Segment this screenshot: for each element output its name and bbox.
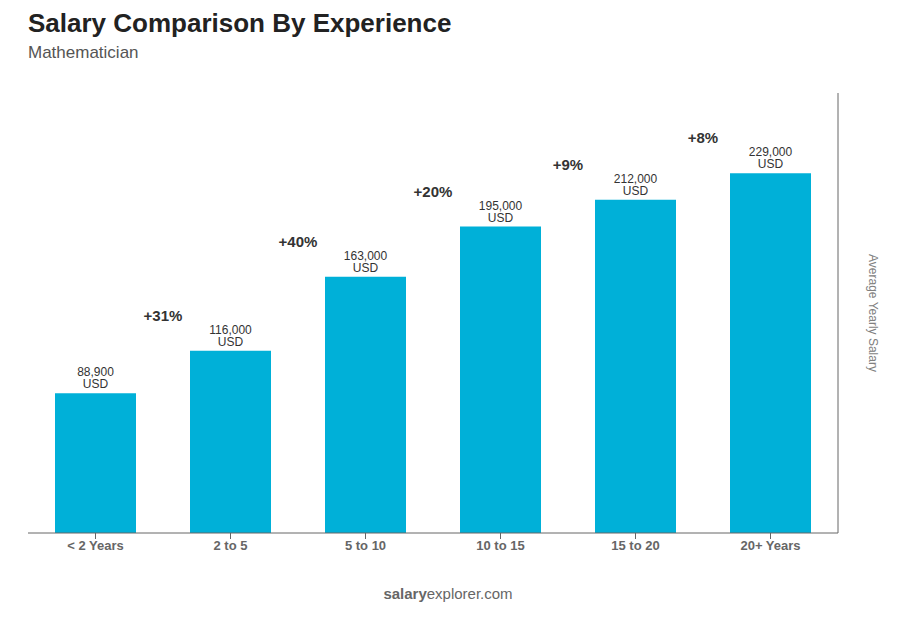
svg-text:< 2 Years: < 2 Years [67,538,124,553]
svg-text:88,900USD: 88,900USD [77,365,114,391]
svg-text:163,000USD: 163,000USD [344,249,388,275]
html-text:Salary Comparison By Experienc: Salary Comparison By Experience [28,8,452,38]
svg-text:195,000USD: 195,000USD [479,199,523,225]
svg-text:116,000USD: 116,000USD [209,323,252,349]
svg-text:229,000USD: 229,000USD [749,145,793,171]
svg-text:+40%: +40% [279,233,318,250]
svg-text:20+ Years: 20+ Years [740,538,800,553]
svg-text:+31%: +31% [144,307,183,324]
svg-text:2 to 5: 2 to 5 [214,538,248,553]
svg-text:+20%: +20% [414,183,453,200]
html-text:salary explorer.com: salary explorer.com [383,585,513,602]
svg-text:+8%: +8% [688,129,718,146]
svg-text:10 to 15: 10 to 15 [476,538,524,553]
svg-text:212,000USD: 212,000USD [614,172,658,198]
svg-text:15 to 20: 15 to 20 [611,538,659,553]
html-text:Mathematician: Mathematician [28,43,139,62]
svg-text:+9%: +9% [553,156,583,173]
svg-text:Average Yearly Salary: Average Yearly Salary [866,254,880,372]
svg-text:5 to 10: 5 to 10 [345,538,386,553]
